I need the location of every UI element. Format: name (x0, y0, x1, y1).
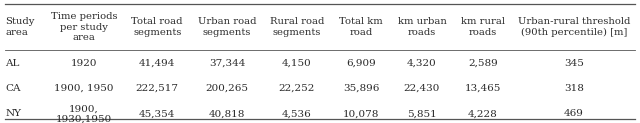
Text: 318: 318 (564, 84, 584, 93)
Text: 41,494: 41,494 (139, 59, 175, 68)
Text: 22,252: 22,252 (278, 84, 315, 93)
Text: 22,430: 22,430 (404, 84, 440, 93)
Text: Total km
road: Total km road (339, 17, 383, 37)
Text: 37,344: 37,344 (209, 59, 245, 68)
Text: 1920: 1920 (70, 59, 97, 68)
Text: 4,228: 4,228 (468, 109, 498, 118)
Text: Rural road
segments: Rural road segments (269, 17, 324, 37)
Text: Urban road
segments: Urban road segments (198, 17, 256, 37)
Text: 4,150: 4,150 (282, 59, 312, 68)
Text: 200,265: 200,265 (205, 84, 248, 93)
Text: 4,536: 4,536 (282, 109, 312, 118)
Text: 6,909: 6,909 (346, 59, 376, 68)
Text: Study
area: Study area (5, 17, 35, 37)
Text: AL: AL (5, 59, 19, 68)
Text: 13,465: 13,465 (465, 84, 501, 93)
Text: km rural
roads: km rural roads (461, 17, 505, 37)
Text: Total road
segments: Total road segments (131, 17, 183, 37)
Text: 4,320: 4,320 (407, 59, 437, 68)
Text: 35,896: 35,896 (343, 84, 380, 93)
Text: CA: CA (5, 84, 20, 93)
Text: NY: NY (5, 109, 21, 118)
Text: 469: 469 (564, 109, 584, 118)
Text: 40,818: 40,818 (209, 109, 245, 118)
Text: 1900, 1950: 1900, 1950 (54, 84, 113, 93)
Text: 10,078: 10,078 (343, 109, 380, 118)
Text: 222,517: 222,517 (136, 84, 179, 93)
Text: 2,589: 2,589 (468, 59, 498, 68)
Text: 345: 345 (564, 59, 584, 68)
Text: Time periods
per study
area: Time periods per study area (51, 12, 117, 42)
Text: 45,354: 45,354 (139, 109, 175, 118)
Text: 5,851: 5,851 (407, 109, 437, 118)
Text: 1900,
1930,1950: 1900, 1930,1950 (56, 104, 112, 123)
Text: km urban
roads: km urban roads (397, 17, 447, 37)
Text: Urban-rural threshold
(90th percentile) [m]: Urban-rural threshold (90th percentile) … (518, 17, 630, 37)
